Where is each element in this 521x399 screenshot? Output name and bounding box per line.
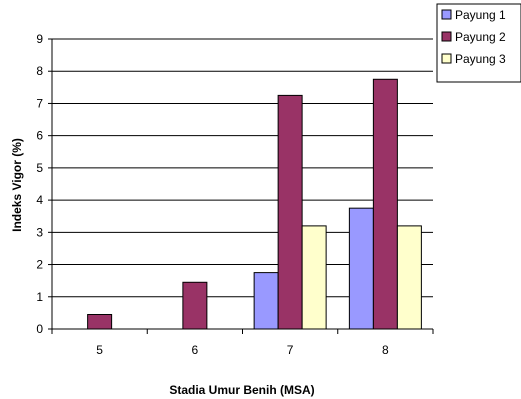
legend-swatch xyxy=(441,31,452,42)
y-tick-label: 3 xyxy=(36,225,43,239)
y-tick-label: 6 xyxy=(36,129,43,143)
bar-payung-2-6 xyxy=(182,281,208,330)
legend: Payung 1 Payung 2 Payung 3 xyxy=(436,3,521,83)
legend-swatch xyxy=(441,9,452,20)
y-tick-label: 7 xyxy=(36,96,43,110)
bar-payung-2-5 xyxy=(87,314,113,330)
bar-payung-2-8 xyxy=(372,78,398,330)
y-tick-label: 2 xyxy=(36,258,43,272)
bar-payung-1-7 xyxy=(253,272,279,330)
y-axis-title: Indeks Vigor (%) xyxy=(10,138,24,232)
legend-swatch xyxy=(441,53,452,64)
legend-label: Payung 1 xyxy=(455,8,506,22)
bar-payung-2-7 xyxy=(277,94,303,330)
x-tick-labels: 5 6 7 8 xyxy=(96,343,389,357)
x-tick-label: 5 xyxy=(96,343,103,357)
y-tick-label: 9 xyxy=(36,32,43,46)
x-tick-label: 7 xyxy=(287,343,294,357)
y-tick-labels: 0 1 2 3 4 5 6 7 8 9 xyxy=(36,32,43,336)
y-tick-label: 0 xyxy=(36,322,43,336)
y-tick-label: 5 xyxy=(36,161,43,175)
bars-group xyxy=(87,78,422,330)
x-tick-label: 8 xyxy=(382,343,389,357)
bar-payung-3-8 xyxy=(396,225,422,330)
gridlines xyxy=(52,38,433,298)
x-axis-title: Stadia Umur Benih (MSA) xyxy=(169,383,314,397)
axes xyxy=(48,38,434,334)
y-tick-label: 4 xyxy=(36,193,43,207)
bar-payung-1-8 xyxy=(348,207,374,330)
bar-payung-3-7 xyxy=(301,225,327,330)
legend-label: Payung 2 xyxy=(455,30,506,44)
x-tick-label: 6 xyxy=(192,343,199,357)
y-tick-label: 1 xyxy=(36,290,43,304)
legend-label: Payung 3 xyxy=(455,52,506,66)
y-tick-label: 8 xyxy=(36,64,43,78)
